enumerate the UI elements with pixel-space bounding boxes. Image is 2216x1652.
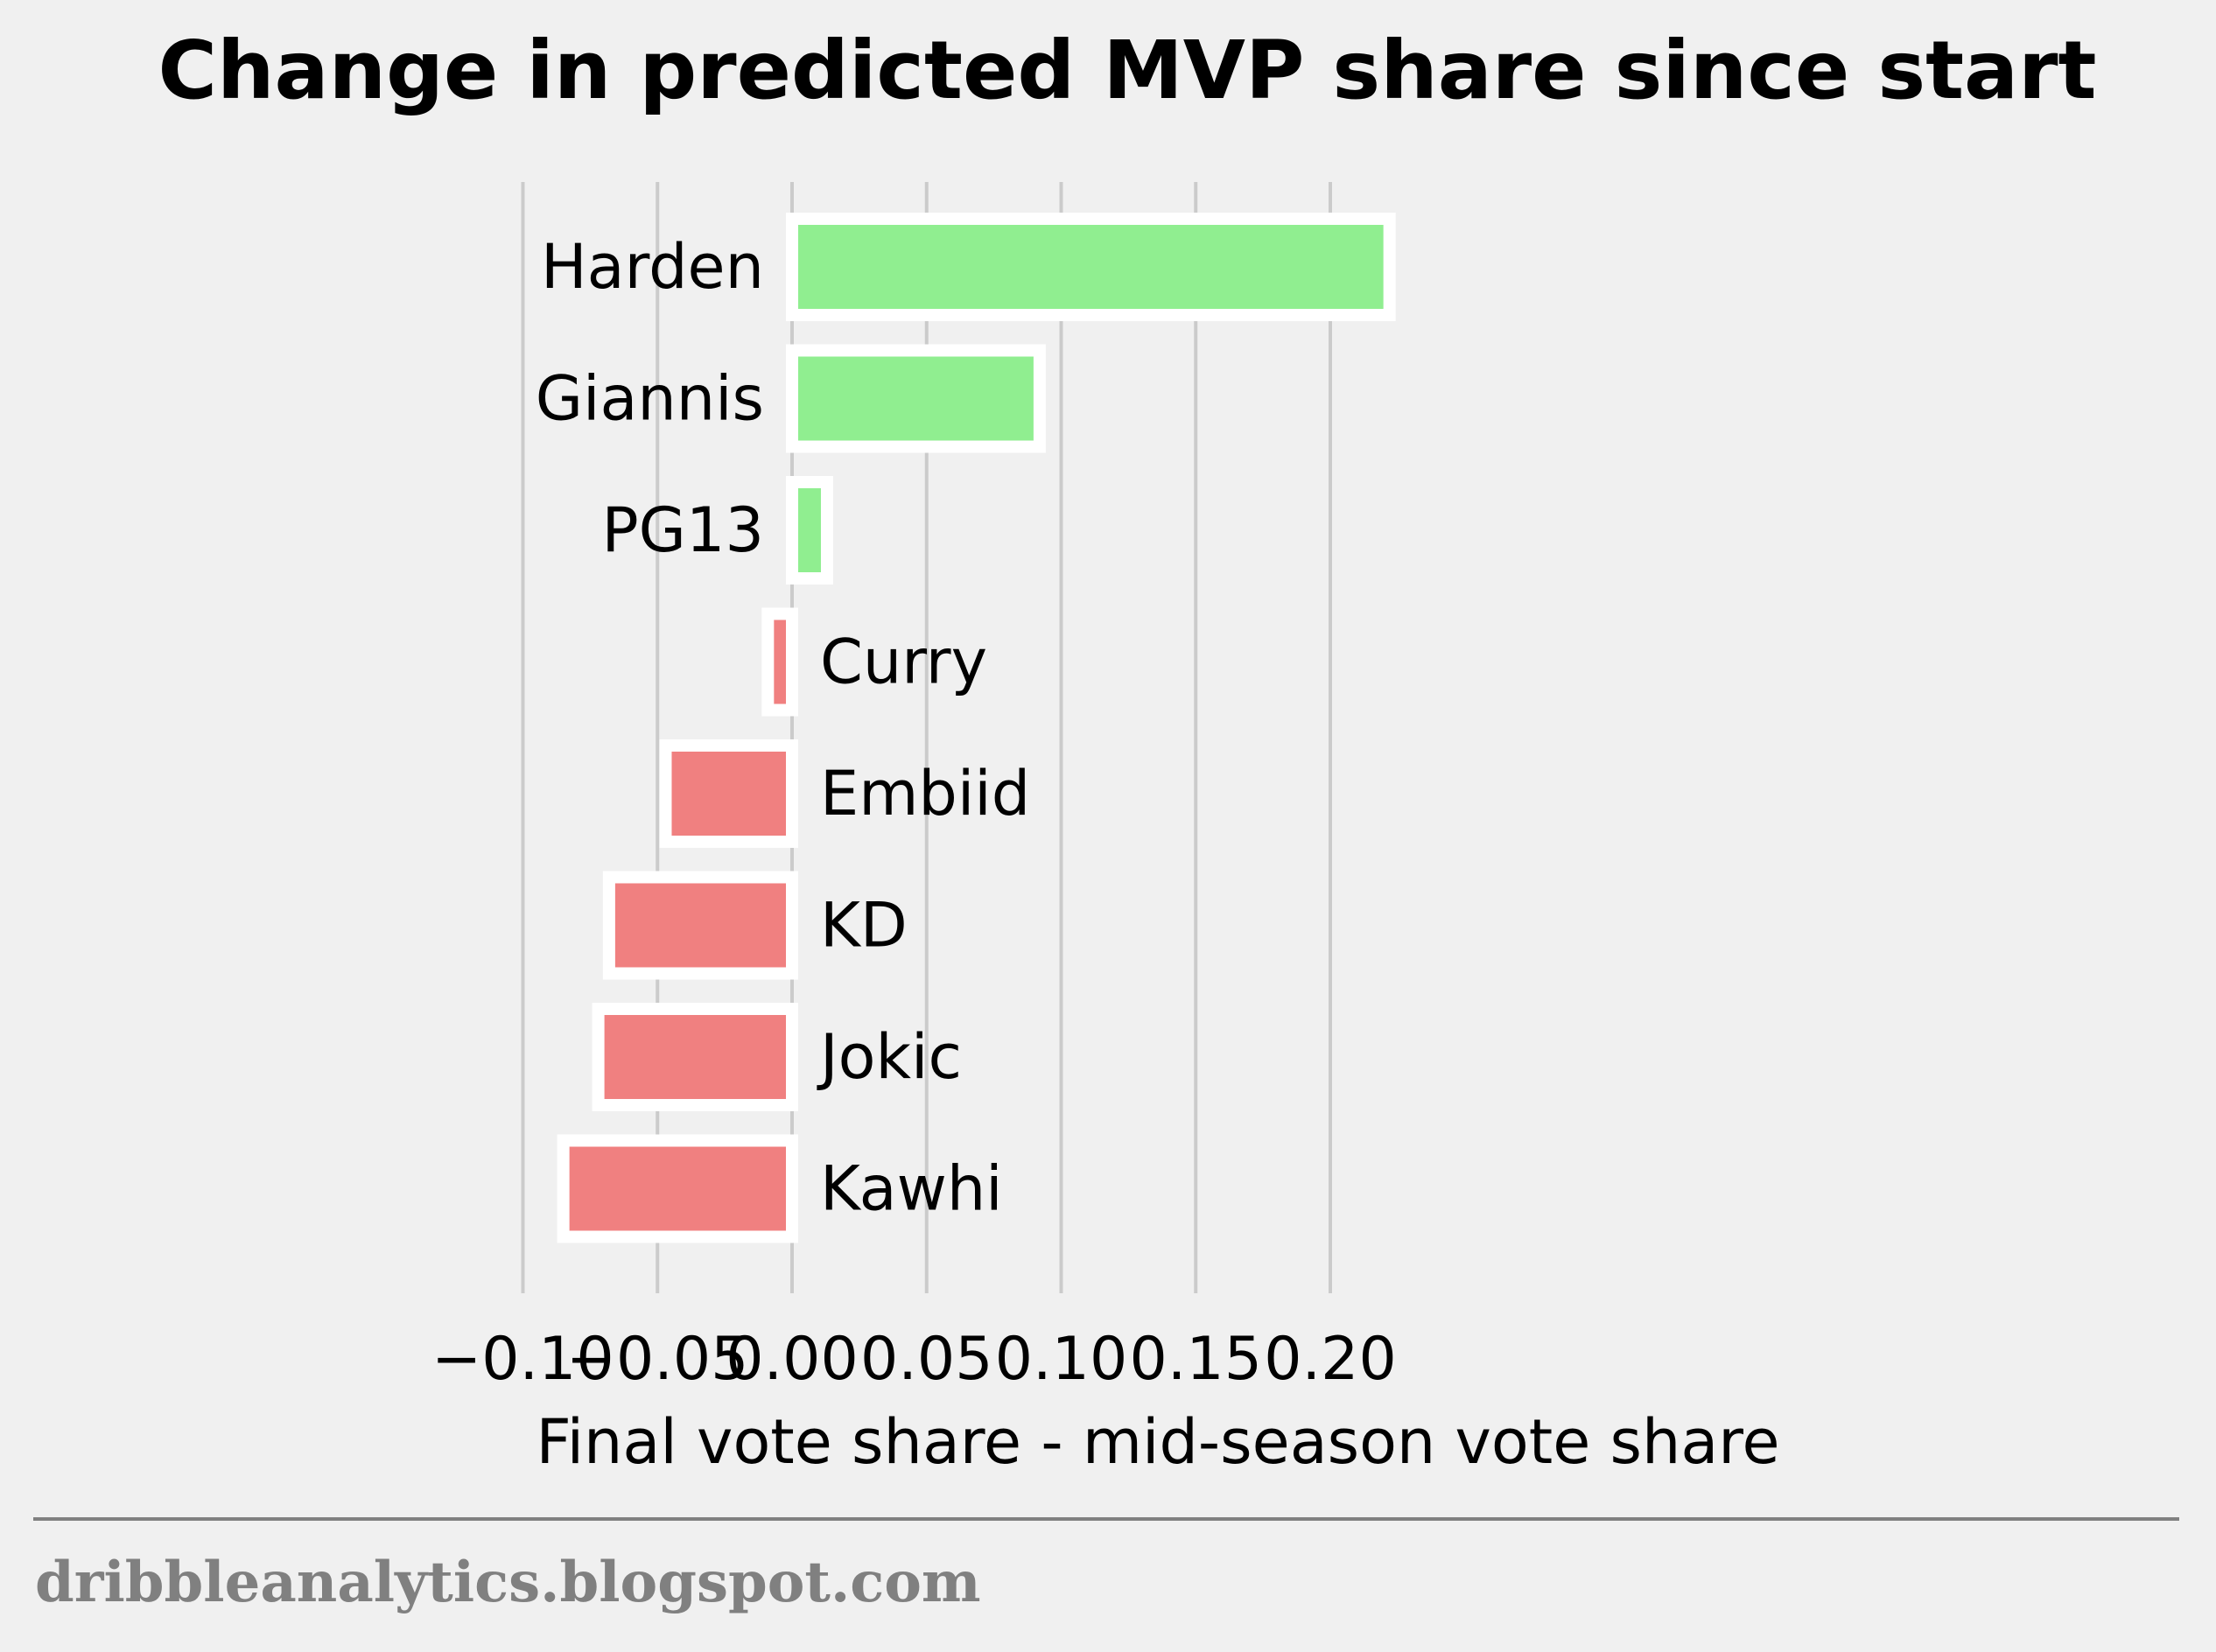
bar-jokic xyxy=(592,1003,798,1111)
category-label-pg13: PG13 xyxy=(601,494,764,566)
chart-title: Change in predicted MVP share since star… xyxy=(158,24,2096,117)
category-label-kd: KD xyxy=(820,890,908,962)
category-label-harden: Harden xyxy=(541,231,764,303)
x-axis-label: Final vote share - mid-season vote share xyxy=(536,1406,1779,1478)
bar-curry xyxy=(761,607,799,717)
x-tick-label: 0.05 xyxy=(860,1325,992,1394)
x-tick-label: 0.20 xyxy=(1264,1325,1396,1394)
bar-kawhi xyxy=(557,1134,798,1243)
x-tick-label: 0.15 xyxy=(1130,1325,1262,1394)
bar-harden xyxy=(786,213,1396,321)
bars xyxy=(557,213,1396,1243)
x-tick-label: 0.00 xyxy=(726,1325,858,1394)
x-tick-label: 0.10 xyxy=(995,1325,1127,1394)
category-label-curry: Curry xyxy=(820,626,987,698)
category-label-embiid: Embiid xyxy=(820,758,1030,830)
bar-kd xyxy=(602,871,799,980)
bar-giannis xyxy=(786,344,1046,453)
category-labels: Harden Giannis PG13 Curry Embiid KD Jokic Kawhi xyxy=(536,231,1030,1225)
bar-embiid xyxy=(659,739,798,848)
x-tick-label: −0.05 xyxy=(566,1325,748,1394)
x-tick-label: −0.10 xyxy=(431,1325,614,1394)
x-tick-labels: −0.10−0.050.00 0.05 0.10 0.15 0.20 xyxy=(431,1325,1396,1394)
category-label-giannis: Giannis xyxy=(536,363,764,435)
category-label-kawhi: Kawhi xyxy=(820,1153,1003,1225)
bar-pg13 xyxy=(786,476,833,584)
category-label-jokic: Jokic xyxy=(817,1021,962,1093)
footer-source: dribbleanalytics.blogspot.com xyxy=(35,1550,981,1615)
